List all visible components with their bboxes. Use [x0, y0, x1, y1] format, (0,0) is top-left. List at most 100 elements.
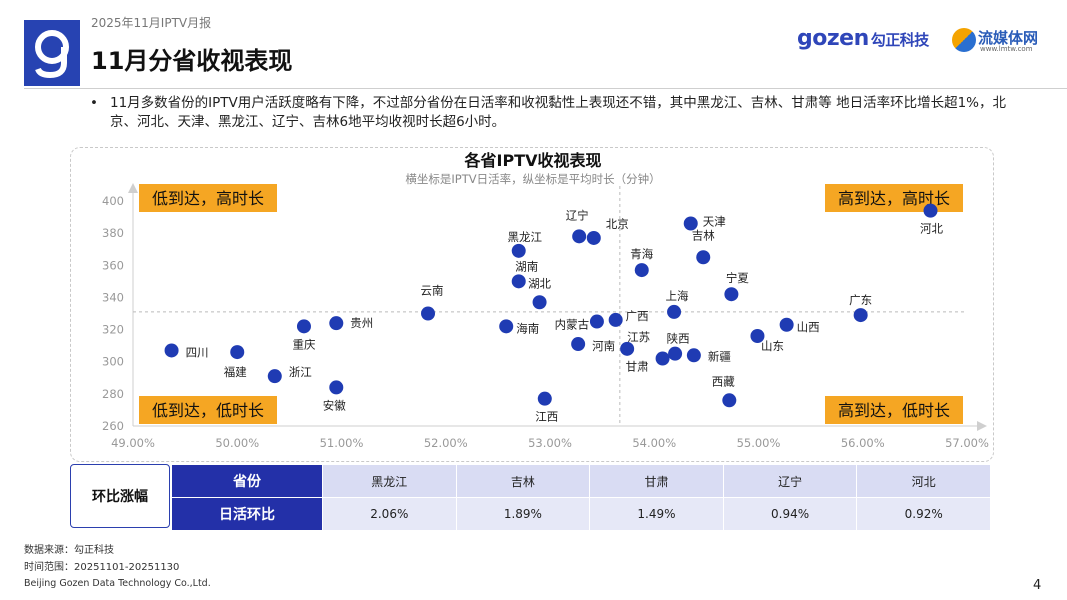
header-province: 省份 — [171, 464, 323, 498]
point-label: 江西 — [535, 410, 558, 424]
header-metric: 日活环比 — [171, 497, 323, 531]
y-tick-label: 340 — [102, 290, 124, 304]
gozen-brand-logo: gozen 勾正科技 — [797, 26, 929, 51]
quadrant-top-right-label: 高到达，高时长 — [838, 189, 950, 208]
quadrant-top-left-box — [139, 184, 277, 212]
x-tick-label: 51.00% — [320, 436, 364, 450]
y-tick-label: 360 — [102, 258, 124, 272]
x-tick-label: 49.00% — [111, 436, 155, 450]
chart-subtitle: 横坐标是IPTV日活率，纵坐标是平均时长（分钟） — [405, 172, 660, 186]
scatter-point — [532, 295, 547, 310]
x-tick-label: 52.00% — [424, 436, 468, 450]
scatter-point — [923, 203, 938, 218]
point-label: 河南 — [592, 339, 615, 353]
scatter-point — [499, 319, 514, 334]
point-label: 安徽 — [323, 398, 346, 412]
x-tick-label: 53.00% — [528, 436, 572, 450]
report-label: 2025年11月IPTV月报 — [91, 16, 212, 30]
point-label: 内蒙古 — [555, 318, 590, 332]
table-cell: 0.92% — [856, 497, 991, 531]
point-label: 西藏 — [712, 374, 735, 388]
scatter-point — [230, 345, 245, 360]
y-tick-label: 280 — [102, 387, 124, 401]
table-cell: 吉林 — [455, 464, 591, 498]
point-label: 福建 — [224, 365, 247, 379]
point-label: 江苏 — [627, 330, 650, 344]
scatter-point — [572, 229, 587, 244]
scatter-point — [511, 243, 526, 258]
scatter-point — [634, 263, 649, 278]
scatter-point — [667, 304, 682, 319]
point-label: 重庆 — [292, 337, 315, 351]
point-label: 河北 — [920, 222, 943, 236]
header-divider — [24, 88, 1067, 89]
y-tick-label: 400 — [102, 194, 124, 208]
point-label: 新疆 — [708, 349, 731, 363]
table-cell: 1.49% — [589, 497, 724, 531]
point-label: 北京 — [606, 217, 629, 231]
x-tick-label: 50.00% — [215, 436, 259, 450]
scatter-point — [537, 391, 552, 406]
summary-bullet: • 11月多数省份的IPTV用户活跃度略有下降，不过部分省份在日活率和收视黏性上… — [90, 94, 1015, 132]
point-label: 广西 — [626, 309, 649, 323]
point-label: 山西 — [797, 320, 820, 334]
footer-period: 时间范围：20251101-20251130 — [24, 562, 180, 573]
scatter-point — [571, 337, 586, 352]
scatter-point — [779, 317, 794, 332]
point-label: 甘肃 — [626, 360, 649, 374]
point-label: 山东 — [761, 339, 784, 353]
point-label: 陕西 — [667, 332, 690, 346]
scatter-point — [267, 369, 282, 384]
point-label: 贵州 — [350, 316, 373, 330]
x-tick-label: 56.00% — [841, 436, 885, 450]
quadrant-bottom-right-box — [825, 396, 963, 424]
table-row-provinces: 省份 黑龙江 吉林 甘肃 辽宁 河北 — [171, 464, 991, 498]
point-label: 湖南 — [515, 259, 538, 273]
quadrant-bottom-right-label: 高到达，低时长 — [838, 401, 950, 420]
scatter-point — [589, 314, 604, 329]
gozen-logo — [24, 20, 80, 86]
scatter-point — [511, 274, 526, 289]
scatter-point — [329, 316, 344, 331]
table-cell: 1.89% — [455, 497, 591, 531]
point-label: 湖北 — [528, 276, 551, 290]
point-label: 浙江 — [289, 365, 312, 379]
scatter-point — [586, 230, 601, 245]
point-label: 黑龙江 — [507, 230, 542, 244]
y-axis-arrow — [128, 183, 138, 193]
scatter-point — [296, 319, 311, 334]
point-label: 青海 — [630, 247, 653, 261]
scatter-point — [421, 306, 436, 321]
point-label: 天津 — [703, 215, 726, 229]
gozen-g-icon — [35, 30, 69, 79]
point-label: 宁夏 — [726, 271, 749, 285]
growth-table: 省份 黑龙江 吉林 甘肃 辽宁 河北 日活环比 2.06% 1.89% 1.49… — [171, 464, 991, 531]
brand-latin: gozen — [797, 26, 869, 51]
point-label: 云南 — [421, 284, 444, 298]
y-tick-label: 300 — [102, 355, 124, 369]
table-cell: 河北 — [856, 464, 991, 498]
scatter-point — [750, 329, 765, 343]
quadrant-bottom-left-box — [139, 396, 277, 424]
point-label: 上海 — [666, 289, 689, 303]
scatter-point — [696, 250, 711, 265]
quadrant-bottom-left-label: 低到达，低时长 — [152, 401, 264, 420]
chart-frame — [70, 147, 994, 462]
page-title: 11月分省收视表现 — [91, 47, 293, 75]
scatter-point — [655, 351, 670, 366]
scatter-point — [329, 380, 344, 395]
x-tick-label: 55.00% — [737, 436, 781, 450]
lmtw-brand: 流媒体网 — [978, 29, 1039, 47]
lmtw-icon — [952, 28, 976, 52]
scatter-point — [608, 312, 623, 327]
table-cell: 黑龙江 — [322, 464, 457, 498]
scatter-point — [620, 341, 635, 356]
point-label: 海南 — [516, 321, 539, 335]
quadrant-top-left-label: 低到达，高时长 — [152, 189, 264, 208]
point-label: 广东 — [849, 293, 872, 307]
scatter-point — [164, 343, 179, 358]
summary-text: 11月多数省份的IPTV用户活跃度略有下降，不过部分省份在日活率和收视黏性上表现… — [110, 95, 1006, 130]
chart-title: 各省IPTV收视表现 — [464, 151, 602, 170]
page-number: 4 — [1033, 578, 1042, 593]
